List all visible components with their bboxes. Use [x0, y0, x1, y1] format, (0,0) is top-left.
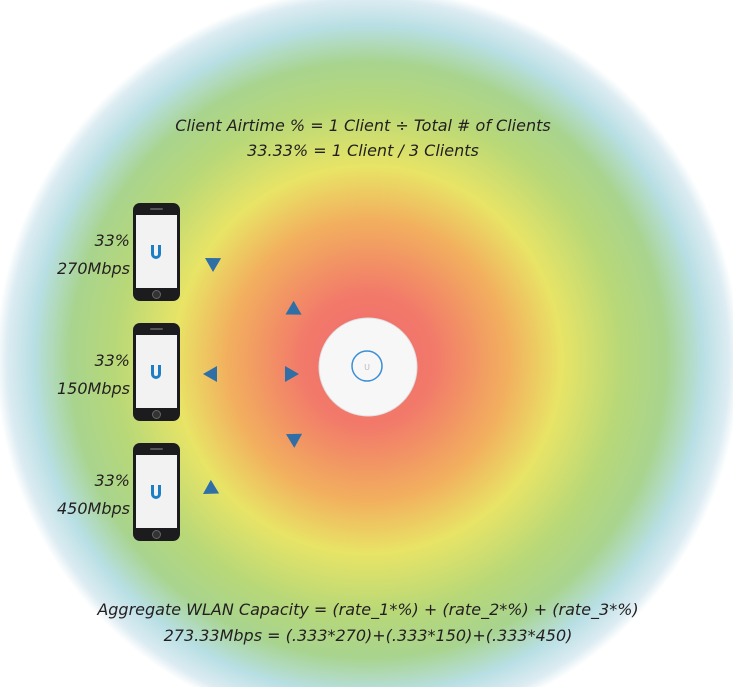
client-share: 33%: [94, 471, 130, 490]
airtime-example: 33.33% = 1 Client / 3 Clients: [247, 141, 479, 160]
access-point: U: [318, 317, 418, 417]
arrows: [203, 258, 303, 494]
airtime-formula: Client Airtime % = 1 Client ÷ Total # of…: [175, 116, 550, 135]
client-share: 33%: [94, 351, 130, 370]
capacity-example: 273.33Mbps = (.333*270)+(.333*150)+(.333…: [164, 626, 573, 645]
phone: [132, 202, 181, 302]
capacity-formula: Aggregate WLAN Capacity = (rate_1*%) + (…: [96, 600, 638, 620]
phone: [132, 442, 181, 542]
client-rate: 450Mbps: [57, 499, 130, 518]
client-share: 33%: [94, 231, 130, 250]
client-rate: 150Mbps: [57, 379, 130, 398]
clients: 33% 270Mbps 33% 150Mbps 33% 450Mbps: [57, 202, 181, 542]
svg-text:U: U: [364, 363, 370, 372]
client-rate: 270Mbps: [57, 259, 130, 278]
phone: [132, 322, 181, 422]
